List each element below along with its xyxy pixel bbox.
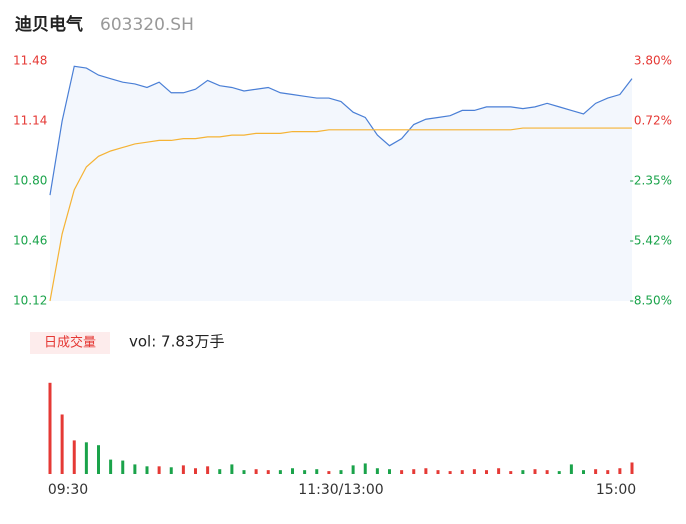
volume-bar <box>327 471 331 474</box>
volume-bar <box>133 464 137 474</box>
volume-bar <box>618 468 622 474</box>
volume-bar <box>97 445 100 474</box>
price-area <box>50 66 632 301</box>
volume-bar <box>521 470 525 474</box>
volume-bar <box>169 467 173 474</box>
chart-title: 迪贝电气 <box>15 14 83 35</box>
volume-bar <box>388 469 391 474</box>
volume-bar <box>181 465 185 474</box>
volume-bar <box>242 470 246 474</box>
volume-bar <box>121 460 125 474</box>
volume-bar <box>194 468 197 474</box>
y-tick-label: 11.14 <box>13 114 47 128</box>
x-tick-label: 09:30 <box>48 482 88 498</box>
volume-bar <box>157 466 161 474</box>
volume-bar <box>533 469 537 474</box>
y2-tick-label: 0.72% <box>634 114 672 128</box>
volume-button-label[interactable]: 日成交量 <box>44 335 96 351</box>
x-tick-label: 11:30/13:00 <box>298 482 383 498</box>
y2-tick-label: -5.42% <box>630 233 672 247</box>
line-average <box>49 127 632 302</box>
volume-bar <box>145 466 149 474</box>
y2-tick-label: -8.50% <box>630 294 672 308</box>
line-price <box>49 65 633 196</box>
x-tick-label: 15:00 <box>596 482 636 498</box>
volume-bar <box>497 468 501 474</box>
volume-bar <box>84 442 88 474</box>
volume-bar <box>230 464 234 474</box>
volume-bar <box>206 466 210 474</box>
volume-bar <box>472 469 476 474</box>
y-tick-label: 10.46 <box>13 234 47 248</box>
volume-bar <box>278 470 282 474</box>
y2-tick-label: -2.35% <box>630 174 672 188</box>
volume-bar <box>109 459 113 474</box>
volume-bar <box>48 382 52 474</box>
volume-bar <box>412 469 416 474</box>
volume-bar <box>557 471 561 474</box>
volume-bar <box>351 465 355 474</box>
volume-bar <box>400 470 404 474</box>
volume-bar <box>363 463 367 474</box>
volume-bar <box>375 468 379 474</box>
volume-bar <box>291 468 294 474</box>
chart-subtitle: 603320.SH <box>100 15 194 35</box>
volume-bar <box>630 462 634 474</box>
volume-bar <box>436 470 440 474</box>
volume-bar <box>448 471 452 474</box>
volume-bar <box>72 440 76 474</box>
volume-bar <box>594 469 598 474</box>
volume-bar <box>509 471 513 474</box>
volume-bar <box>545 470 549 474</box>
volume-bar <box>218 469 222 474</box>
y-tick-label: 11.48 <box>13 54 47 68</box>
volume-bar <box>424 468 428 474</box>
y2-tick-label: 3.80% <box>634 54 672 68</box>
volume-bar <box>254 469 258 474</box>
volume-bar <box>60 414 64 474</box>
volume-bar <box>460 470 464 474</box>
volume-bar <box>569 464 573 474</box>
volume-bar <box>606 470 610 474</box>
volume-button[interactable] <box>30 332 110 354</box>
volume-bar <box>266 470 270 474</box>
volume-bar <box>315 469 319 474</box>
y-tick-label: 10.80 <box>13 174 47 188</box>
volume-bar <box>303 470 307 474</box>
y-tick-label: 10.12 <box>13 294 47 308</box>
volume-bar <box>339 470 343 474</box>
volume-bar <box>582 470 585 474</box>
volume-text: vol: 7.83万手 <box>129 333 224 351</box>
volume-bar <box>485 470 488 474</box>
